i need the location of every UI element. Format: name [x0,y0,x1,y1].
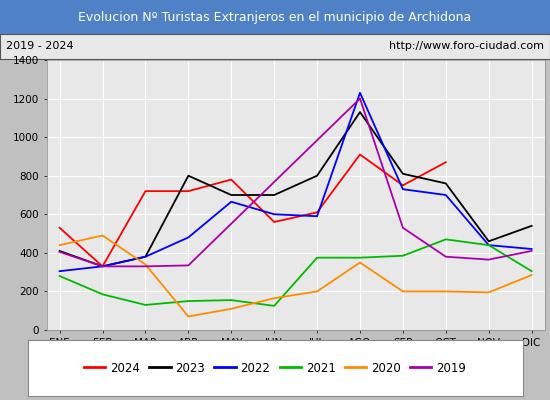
Text: http://www.foro-ciudad.com: http://www.foro-ciudad.com [389,41,544,51]
Legend: 2024, 2023, 2022, 2021, 2020, 2019: 2024, 2023, 2022, 2021, 2020, 2019 [79,357,471,379]
Text: Evolucion Nº Turistas Extranjeros en el municipio de Archidona: Evolucion Nº Turistas Extranjeros en el … [78,10,472,24]
Text: 2019 - 2024: 2019 - 2024 [6,41,73,51]
